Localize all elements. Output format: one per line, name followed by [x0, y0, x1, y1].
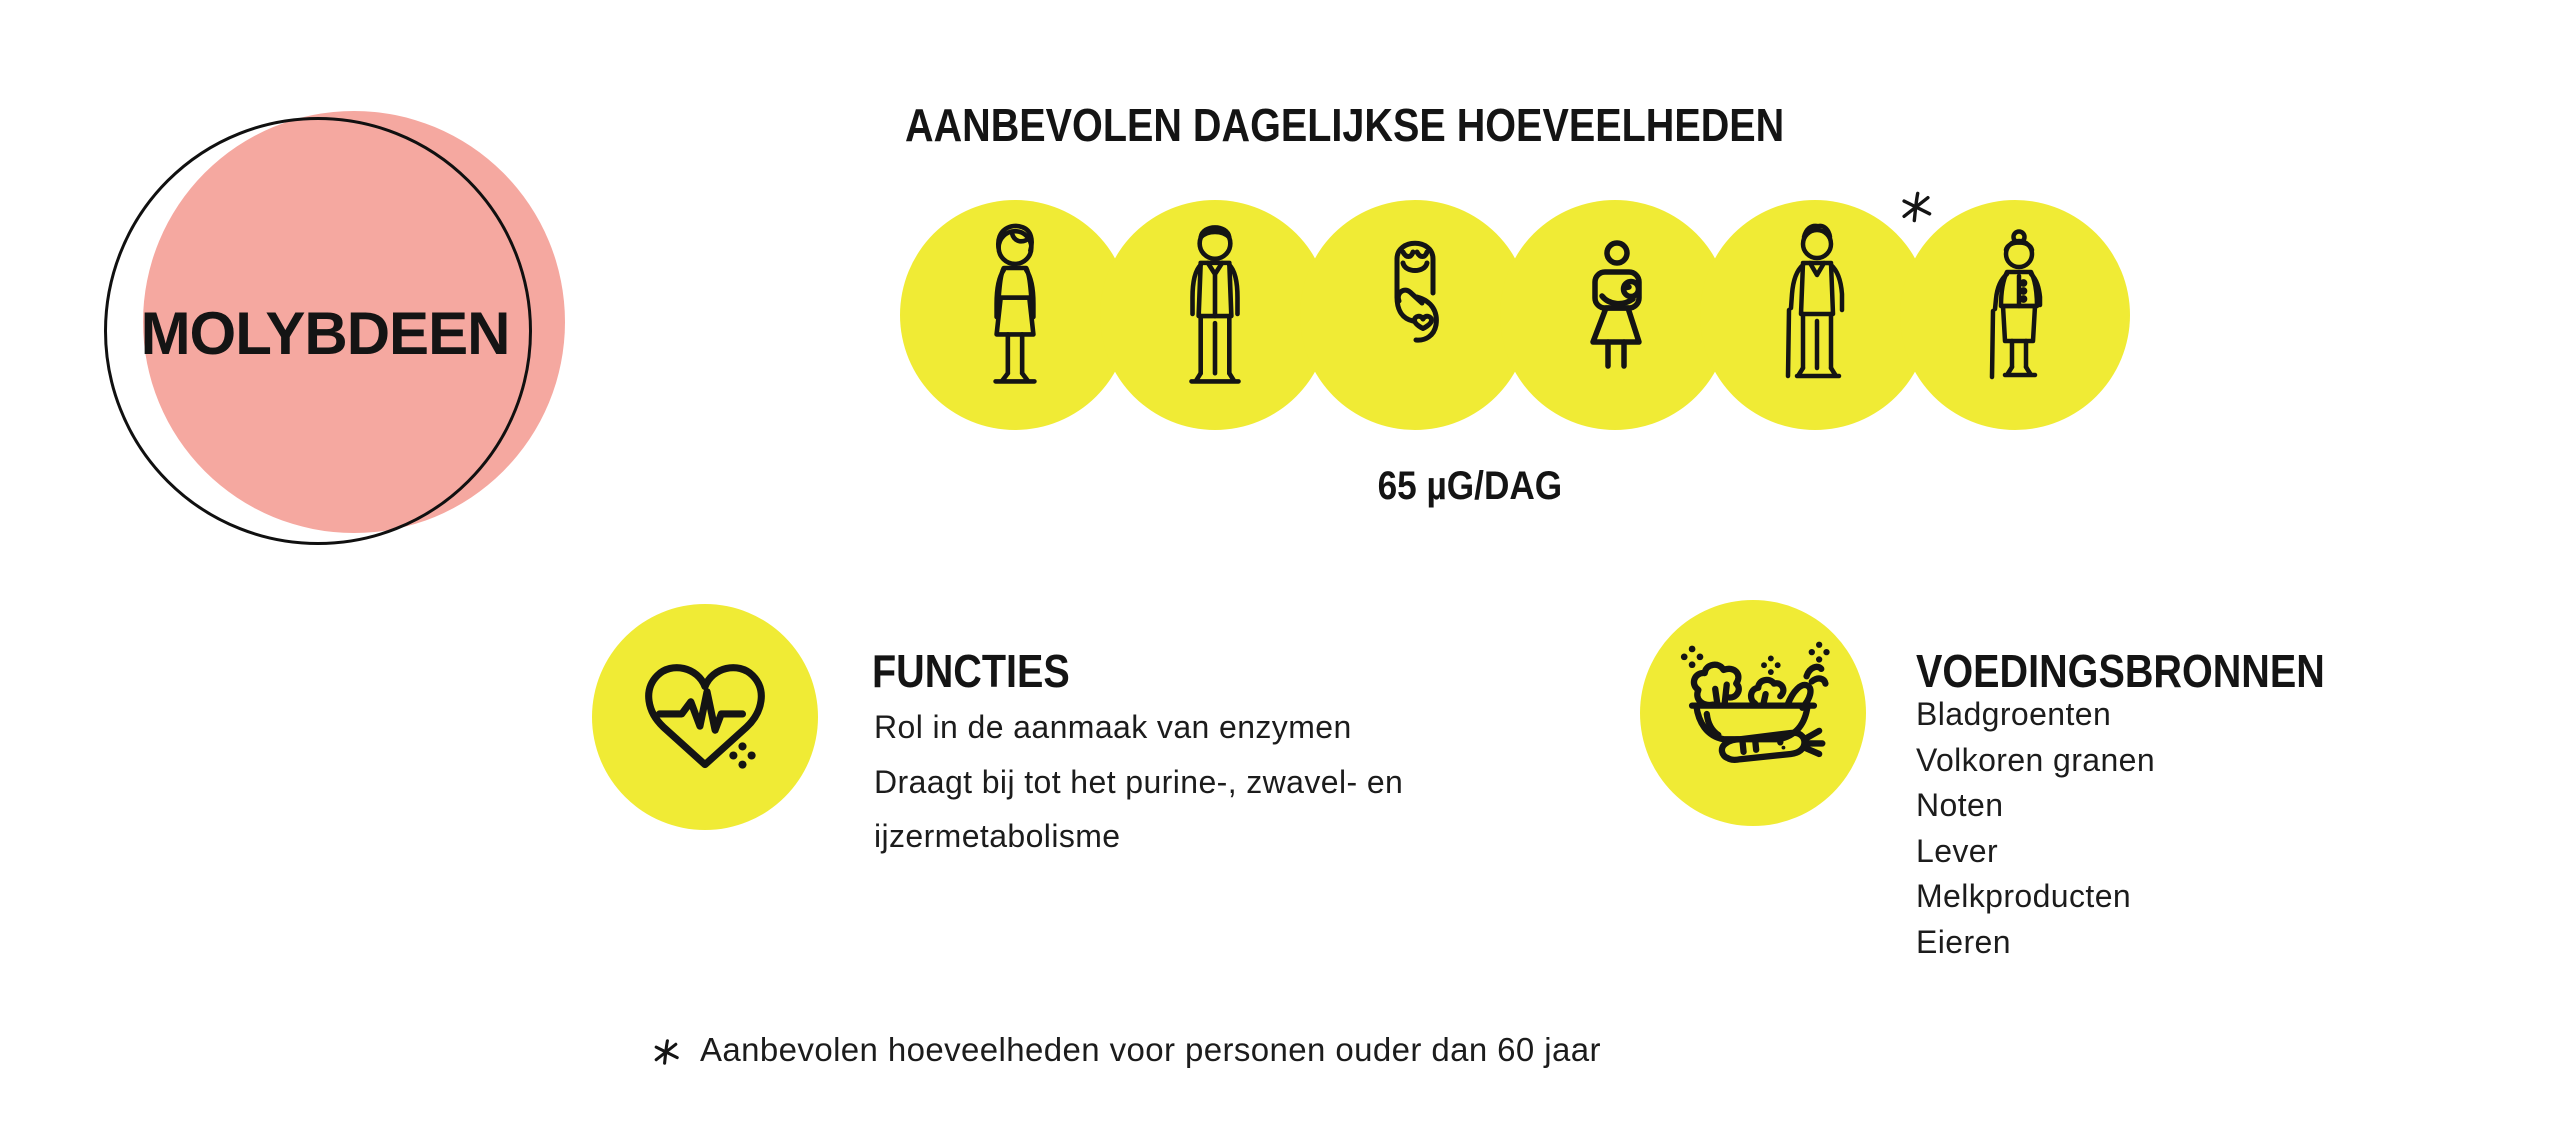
daily-amount: 65 µG/DAG	[1377, 464, 1563, 508]
daily-amounts-heading: AANBEVOLEN DAGELIJKSE HOEVEELHEDEN	[905, 99, 1785, 151]
heart-pulse-icon	[645, 664, 765, 769]
group-circle-breastfeeding-woman	[1500, 200, 1730, 430]
source-item: Bladgroenten	[1916, 696, 2112, 732]
asterisk-icon	[654, 1039, 679, 1065]
badge-outline-circle	[104, 117, 532, 545]
functions-line: Draagt bij tot het purine-, zwavel- en	[874, 763, 1404, 800]
footnote: Aanbevolen hoeveelheden voor personen ou…	[700, 1031, 1601, 1068]
sources-list: Bladgroenten Volkoren granen Noten Lever…	[1916, 692, 2155, 966]
group-circle-elderly-man	[1700, 200, 1930, 430]
elderly-woman-icon	[1989, 229, 2043, 380]
functions-line: ijzermetabolisme	[874, 818, 1121, 854]
group-circle-adult-man	[1100, 200, 1330, 430]
sources-circle	[1640, 600, 1866, 826]
functions-text: Rol in de aanmaak van enzymen Draagt bij…	[874, 700, 1403, 864]
functions-line: Rol in de aanmaak van enzymen	[874, 709, 1352, 745]
group-circle-pregnant-woman	[1300, 200, 1530, 430]
adult-man-icon	[1189, 225, 1241, 384]
functions-circle	[592, 604, 818, 830]
source-item: Melkproducten	[1916, 878, 2132, 915]
source-item: Volkoren granen	[1916, 741, 2156, 778]
functions-heading: FUNCTIES	[872, 645, 1070, 697]
source-item: Eieren	[1916, 923, 2011, 960]
elderly-man-icon	[1785, 223, 1845, 379]
sources-heading: VOEDINGSBRONNEN	[1916, 645, 2325, 697]
asterisk-icon	[1902, 191, 1932, 223]
salad-bowl-icon	[1680, 641, 1830, 764]
pregnant-woman-icon	[1394, 240, 1439, 343]
adult-woman-icon	[993, 223, 1037, 384]
page-title: MOLYBDEEN	[140, 300, 511, 367]
group-circle-elderly-woman	[1900, 200, 2130, 430]
group-circle-adult-woman	[900, 200, 1130, 430]
source-item: Noten	[1916, 787, 2004, 824]
source-item: Lever	[1916, 832, 1999, 869]
breastfeeding-woman-icon	[1590, 240, 1642, 369]
